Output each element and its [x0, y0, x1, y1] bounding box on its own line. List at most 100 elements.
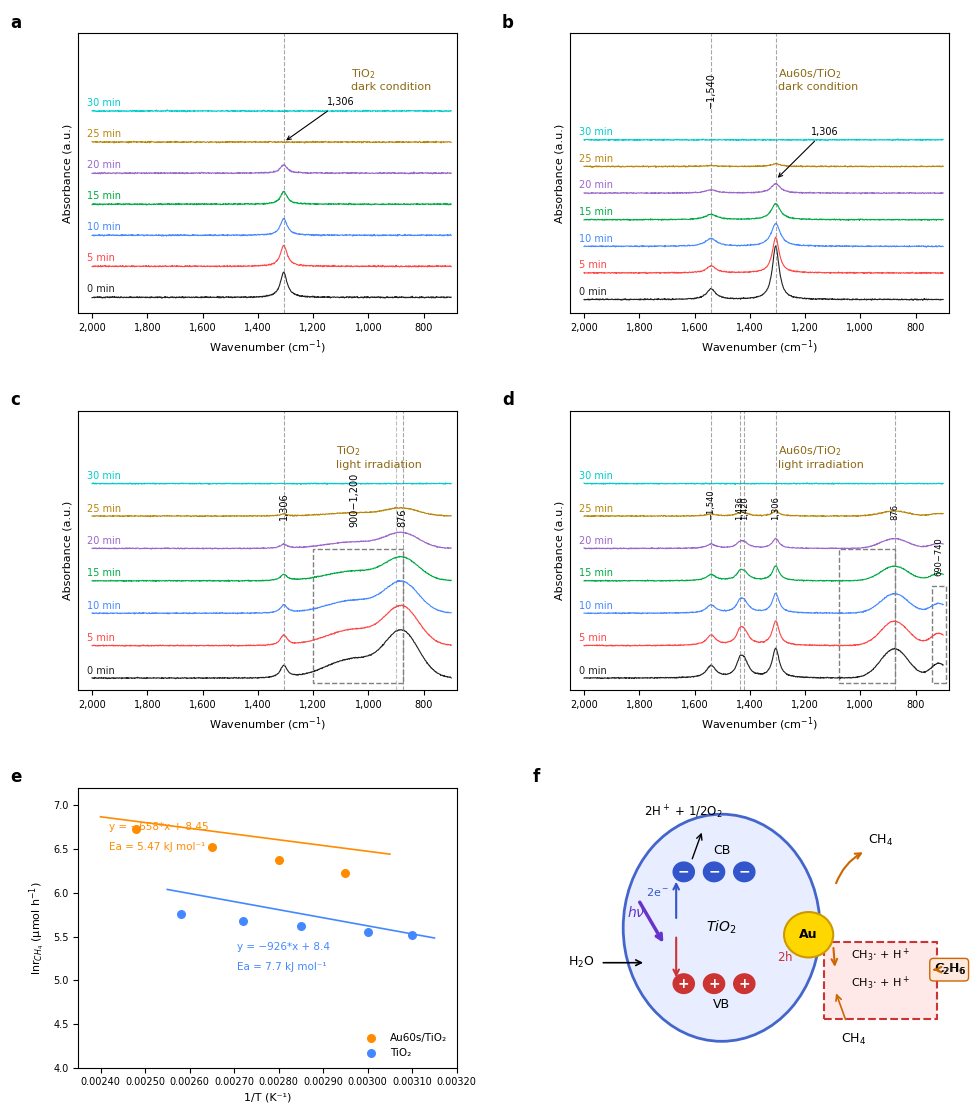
Text: VB: VB [712, 999, 730, 1011]
Text: Ea = 5.47 kJ mol⁻¹: Ea = 5.47 kJ mol⁻¹ [108, 842, 204, 852]
Legend: Au60s/TiO₂, TiO₂: Au60s/TiO₂, TiO₂ [357, 1029, 451, 1062]
Text: TiO$_2$
dark condition: TiO$_2$ dark condition [351, 67, 431, 92]
Text: 20 min: 20 min [86, 536, 120, 546]
Text: 10 min: 10 min [86, 222, 120, 232]
Text: −1,540: −1,540 [705, 72, 715, 108]
X-axis label: Wavenumber (cm$^{-1}$): Wavenumber (cm$^{-1}$) [209, 338, 325, 356]
Text: b: b [501, 13, 514, 32]
Bar [313, 549, 403, 683]
Text: 15 min: 15 min [578, 568, 612, 578]
Text: 0 min: 0 min [578, 287, 606, 297]
Text: CH$_3$$\cdot$ + H$^+$: CH$_3$$\cdot$ + H$^+$ [850, 975, 910, 992]
Text: 0 min: 0 min [578, 666, 606, 676]
Text: 15 min: 15 min [86, 568, 120, 578]
Text: 1,420: 1,420 [739, 496, 748, 520]
Text: f: f [531, 768, 539, 786]
Text: Au: Au [798, 929, 817, 941]
Circle shape [702, 974, 724, 993]
Text: 876: 876 [889, 504, 898, 520]
Text: y = −658*x + 8.45: y = −658*x + 8.45 [108, 822, 208, 832]
Text: 0 min: 0 min [86, 666, 114, 676]
Text: TiO$_2$
light irradiation: TiO$_2$ light irradiation [335, 444, 421, 469]
Text: 10 min: 10 min [578, 234, 612, 244]
Text: 10 min: 10 min [86, 600, 120, 610]
Text: 5 min: 5 min [86, 254, 114, 264]
Text: 20 min: 20 min [578, 180, 612, 190]
Text: −: − [707, 865, 719, 878]
Text: CB: CB [712, 844, 730, 857]
X-axis label: Wavenumber (cm$^{-1}$): Wavenumber (cm$^{-1}$) [209, 715, 325, 733]
Text: 1,436: 1,436 [735, 496, 743, 520]
Point [173, 905, 189, 923]
Point [204, 837, 220, 855]
Ellipse shape [622, 814, 819, 1041]
Y-axis label: Absorbance (a.u.): Absorbance (a.u.) [63, 123, 72, 222]
Text: 20 min: 20 min [578, 536, 612, 546]
Text: 2e$^-$: 2e$^-$ [645, 886, 668, 898]
Text: C$_2$H$_6$: C$_2$H$_6$ [934, 962, 965, 977]
Y-axis label: lnr$_{CH_4}$ (μmol h$^{-1}$): lnr$_{CH_4}$ (μmol h$^{-1}$) [27, 881, 48, 974]
Text: y = −926*x + 8.4: y = −926*x + 8.4 [237, 942, 330, 952]
Text: 25 min: 25 min [86, 504, 120, 514]
Text: 30 min: 30 min [578, 127, 612, 137]
Text: 25 min: 25 min [578, 153, 612, 163]
Text: −1,540: −1,540 [705, 489, 715, 520]
Text: 25 min: 25 min [86, 129, 120, 139]
Text: CH$_3$$\cdot$ + H$^+$: CH$_3$$\cdot$ + H$^+$ [850, 947, 910, 964]
Point [360, 923, 375, 941]
Text: C$_2$H$_6$: C$_2$H$_6$ [933, 962, 964, 977]
Y-axis label: Absorbance (a.u.): Absorbance (a.u.) [63, 500, 72, 600]
Y-axis label: Absorbance (a.u.): Absorbance (a.u.) [554, 123, 564, 222]
Text: 5 min: 5 min [86, 633, 114, 643]
FancyBboxPatch shape [823, 942, 936, 1019]
Text: 2H$^+$ + 1/2O$_2$: 2H$^+$ + 1/2O$_2$ [644, 804, 722, 821]
Text: 15 min: 15 min [578, 207, 612, 217]
Circle shape [733, 974, 754, 993]
Text: Au60s/TiO$_2$
dark condition: Au60s/TiO$_2$ dark condition [778, 67, 858, 92]
Circle shape [784, 912, 832, 957]
Text: 1,306: 1,306 [778, 127, 837, 177]
Text: −: − [677, 865, 689, 878]
Circle shape [733, 862, 754, 882]
Text: 30 min: 30 min [86, 471, 120, 481]
Text: $h\nu$: $h\nu$ [626, 905, 645, 921]
Circle shape [672, 974, 694, 993]
Point [293, 917, 309, 935]
Point [234, 912, 250, 930]
Text: 25 min: 25 min [578, 504, 612, 514]
Text: 15 min: 15 min [86, 191, 120, 201]
Text: H$_2$O: H$_2$O [568, 955, 594, 971]
Text: 900−1,200: 900−1,200 [349, 473, 360, 527]
Text: 5 min: 5 min [578, 260, 606, 270]
Text: 876: 876 [397, 509, 407, 527]
Text: 30 min: 30 min [578, 471, 612, 481]
Text: 10 min: 10 min [578, 600, 612, 610]
Text: 20 min: 20 min [86, 160, 120, 170]
X-axis label: 1/T (K⁻¹): 1/T (K⁻¹) [243, 1093, 291, 1103]
Text: Au60s/TiO$_2$
light irradiation: Au60s/TiO$_2$ light irradiation [778, 444, 864, 469]
Point [271, 851, 286, 868]
Text: +: + [677, 976, 689, 991]
Y-axis label: Absorbance (a.u.): Absorbance (a.u.) [554, 500, 564, 600]
Bar [838, 549, 894, 683]
Text: CH$_4$: CH$_4$ [867, 833, 892, 848]
X-axis label: Wavenumber (cm$^{-1}$): Wavenumber (cm$^{-1}$) [701, 338, 817, 356]
Text: Ea = 7.7 kJ mol⁻¹: Ea = 7.7 kJ mol⁻¹ [237, 962, 326, 972]
Text: TiO$_2$: TiO$_2$ [705, 920, 736, 936]
Text: +: + [707, 976, 719, 991]
Bar [931, 586, 945, 683]
Text: e: e [10, 768, 21, 786]
Text: 690−740: 690−740 [934, 537, 943, 576]
Text: 1,306: 1,306 [278, 493, 288, 520]
Text: +: + [738, 976, 749, 991]
Circle shape [702, 862, 724, 882]
Text: c: c [10, 391, 20, 409]
Text: 1,306: 1,306 [771, 496, 780, 520]
Text: −: − [738, 865, 749, 878]
Text: 2h$^+$: 2h$^+$ [777, 951, 801, 965]
Text: CH$_4$: CH$_4$ [840, 1032, 866, 1048]
Point [337, 864, 353, 882]
Text: 30 min: 30 min [86, 98, 120, 108]
X-axis label: Wavenumber (cm$^{-1}$): Wavenumber (cm$^{-1}$) [701, 715, 817, 733]
Point [404, 926, 419, 944]
